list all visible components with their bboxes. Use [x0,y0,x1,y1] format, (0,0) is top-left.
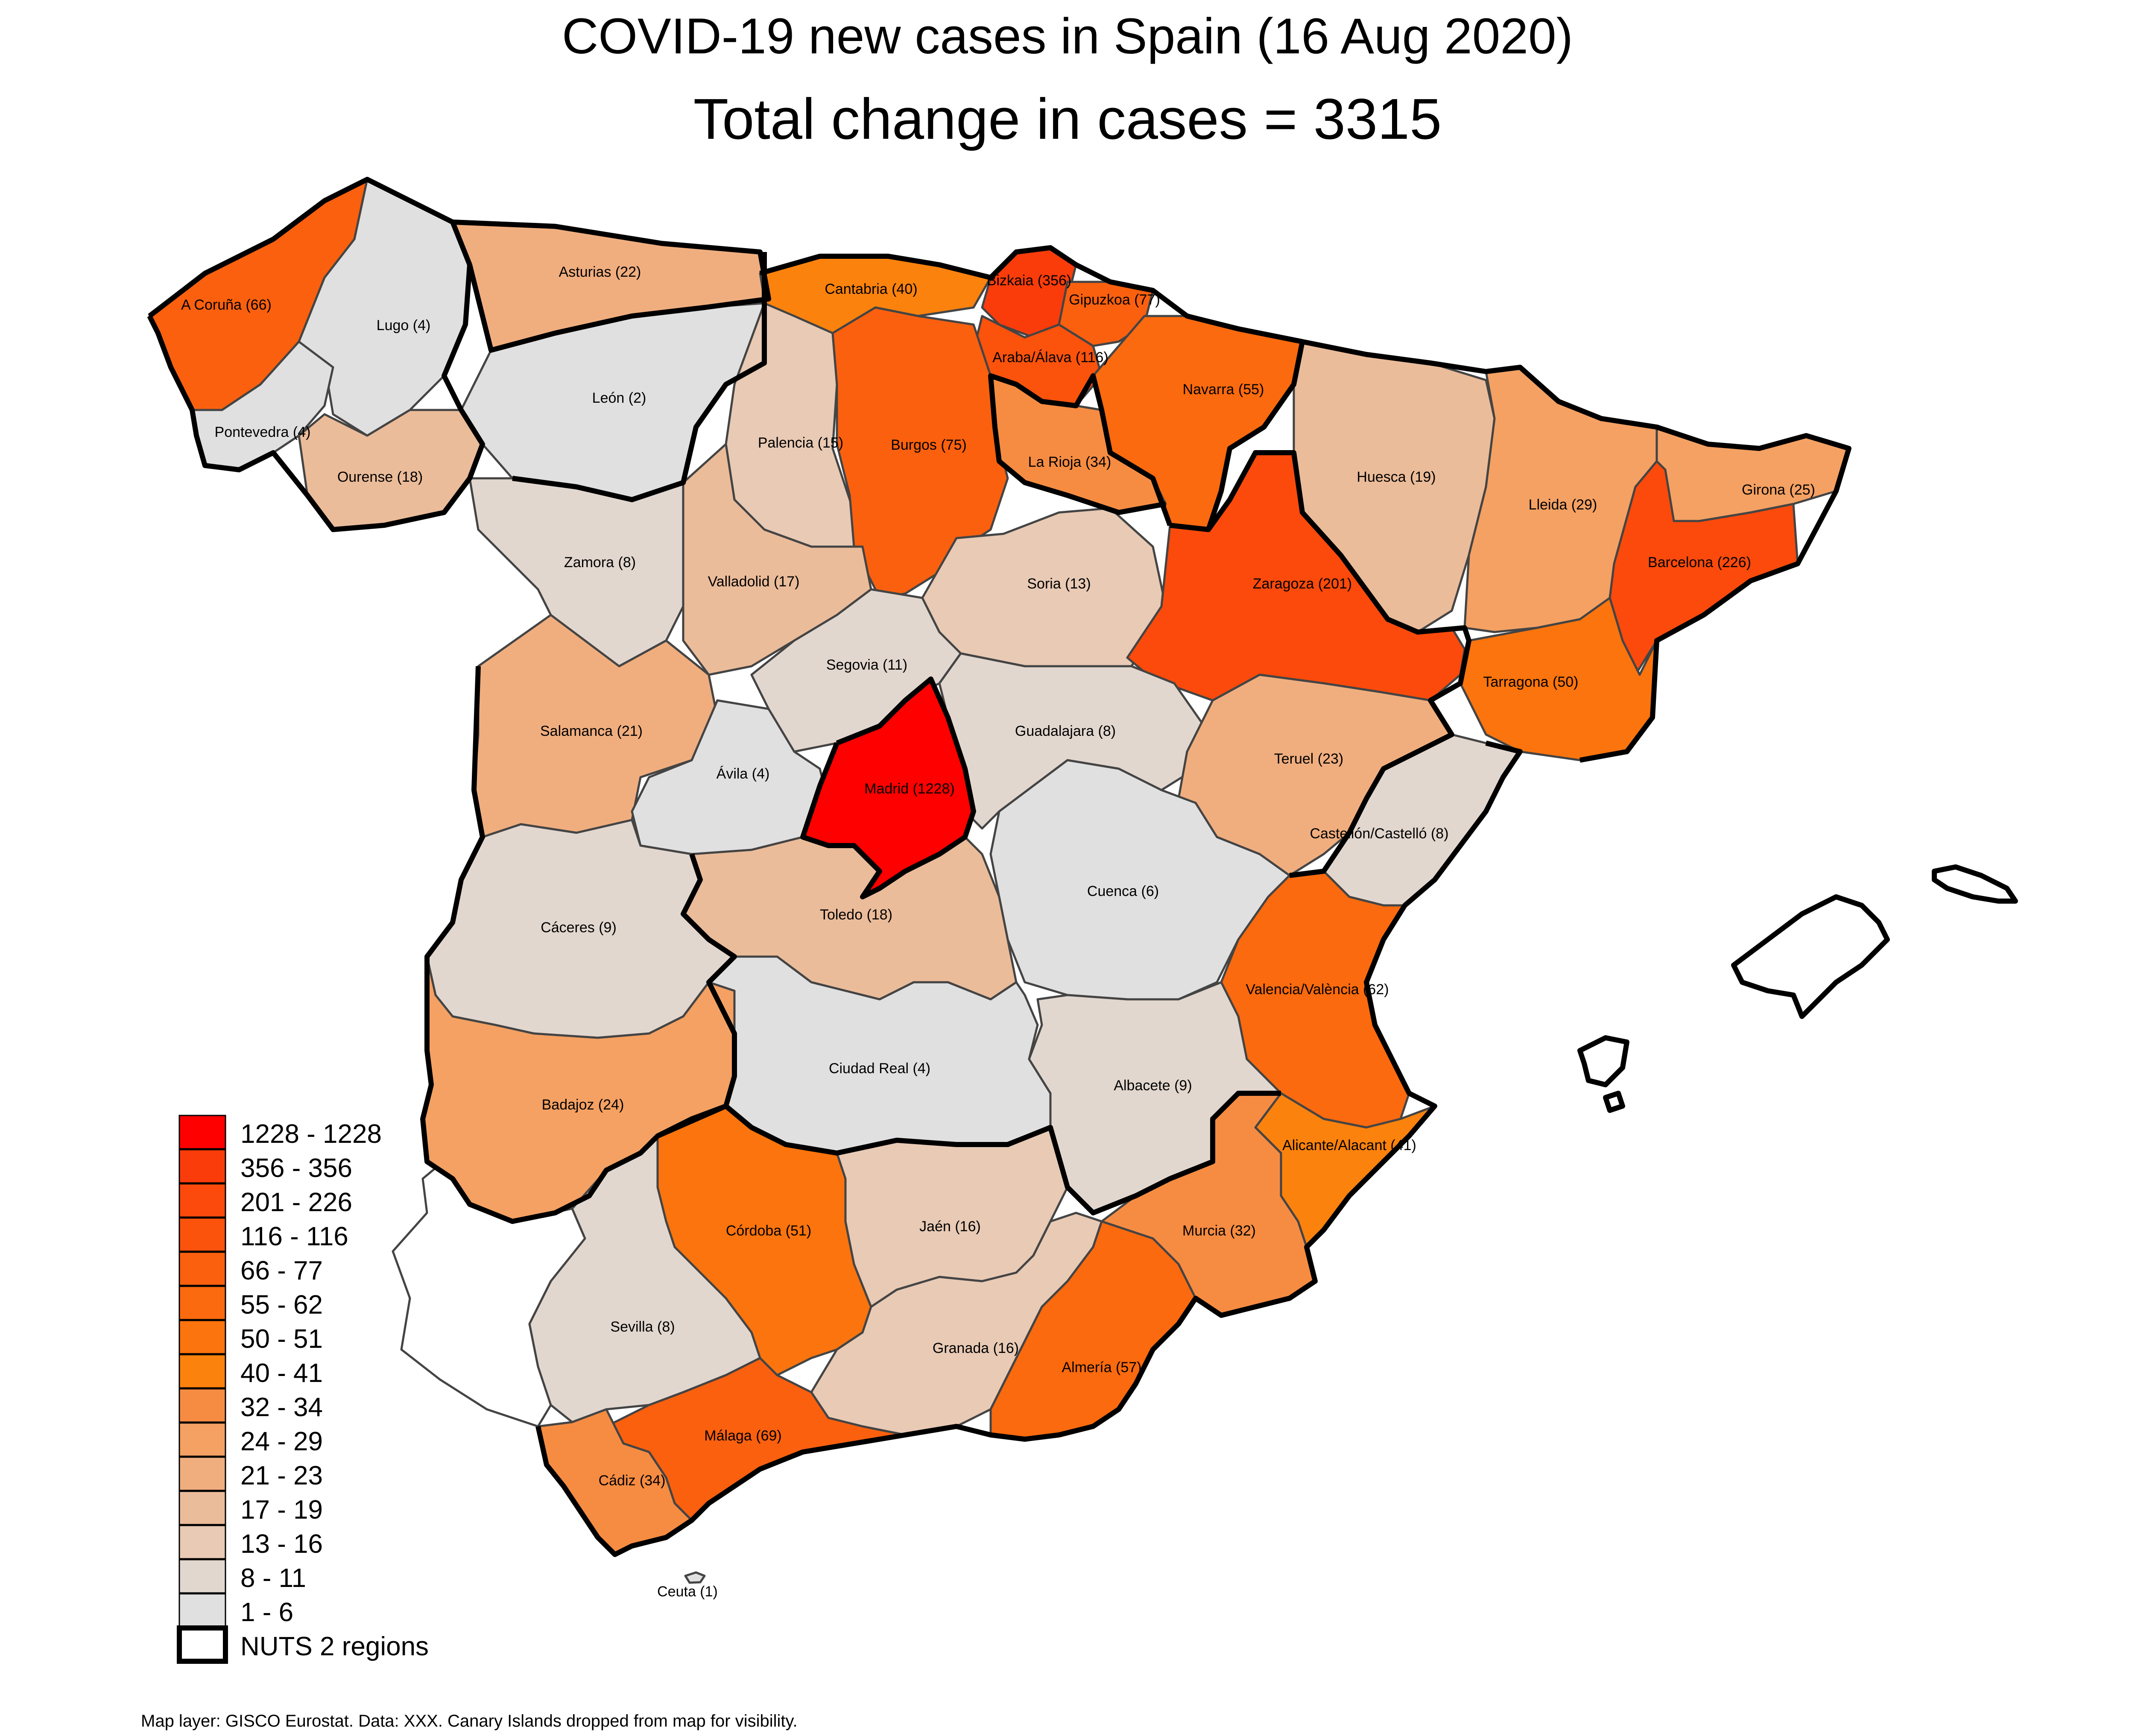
legend-swatch [178,1525,226,1560]
label-huesca: Huesca (19) [1357,469,1436,485]
label-cantabria: Cantabria (40) [825,281,917,297]
label-badajoz: Badajoz (24) [542,1097,624,1113]
legend-swatch [178,1183,226,1218]
legend: 1228 - 1228 356 - 356 201 - 226 116 - 116 66… [177,1115,429,1664]
label-araba: Araba/Álava (116) [992,349,1108,366]
legend-swatch [178,1217,226,1252]
legend-swatch [178,1422,226,1457]
legend-label: NUTS 2 regions [240,1632,429,1661]
legend-label: 32 - 34 [240,1393,323,1422]
map-subtitle: Total change in cases = 3315 [693,87,1442,151]
label-bizkaia: Bizkaia (356) [987,272,1071,289]
label-alicante: Alicante/Alacant (41) [1282,1137,1416,1153]
nuts2-boundaries [147,177,1851,1557]
label-toledo: Toledo (18) [820,907,892,923]
label-cadiz: Cádiz (34) [599,1473,666,1489]
label-castellon: Castellón/Castelló (8) [1310,826,1448,842]
legend-swatch [178,1285,226,1320]
legend-swatch [178,1559,226,1594]
label-a-coruna: A Coruña (66) [181,297,272,313]
legend-label: 17 - 19 [240,1495,323,1525]
balearic-islands [1577,864,2018,1113]
legend-swatch [178,1149,226,1184]
label-guadalajara: Guadalajara (8) [1015,723,1116,739]
label-murcia: Murcia (32) [1182,1223,1256,1239]
legend-label: 8 - 11 [240,1563,306,1593]
legend-swatch [178,1490,226,1525]
label-cuenca: Cuenca (6) [1087,883,1159,899]
label-segovia: Segovia (11) [826,657,907,673]
label-valencia: Valencia/València (62) [1246,981,1389,998]
legend-swatch [178,1593,226,1628]
label-lleida: Lleida (29) [1529,497,1597,513]
label-madrid: Madrid (1228) [864,781,955,797]
legend-label: 356 - 356 [240,1153,352,1183]
legend-swatch [178,1388,226,1423]
label-zamora: Zamora (8) [564,554,636,571]
label-pontevedra: Pontevedra (4) [215,424,311,440]
province-ceuta [684,1571,706,1584]
legend-swatch [178,1456,226,1491]
label-barcelona: Barcelona (226) [1648,554,1751,571]
label-ceuta: Ceuta (1) [657,1584,718,1600]
label-valladolid: Valladolid (17) [708,574,800,590]
legend-label: 21 - 23 [240,1461,323,1490]
label-navarra: Navarra (55) [1183,381,1264,398]
label-soria: Soria (13) [1027,576,1091,592]
map-source-note: Map layer: GISCO Eurostat. Data: XXX. Ca… [141,1712,798,1730]
legend-label: 24 - 29 [240,1427,323,1456]
legend-label: 55 - 62 [240,1290,323,1320]
label-burgos: Burgos (75) [891,437,967,453]
legend-label: 40 - 41 [240,1358,323,1388]
label-granada: Granada (16) [933,1340,1019,1356]
legend-swatch [178,1320,226,1355]
label-girona: Girona (25) [1742,482,1815,498]
legend-label: 66 - 77 [240,1256,323,1285]
province-shapes [148,178,1850,1584]
label-jaen: Jaén (16) [919,1218,981,1235]
label-ourense: Ourense (18) [337,469,423,485]
label-salamanca: Salamanca (21) [540,723,643,739]
label-la-rioja: La Rioja (34) [1028,454,1111,470]
label-malaga: Málaga (69) [704,1428,781,1444]
label-ciudad-real: Ciudad Real (4) [829,1060,930,1077]
label-sevilla: Sevilla (8) [610,1319,675,1335]
legend-label: 50 - 51 [240,1324,323,1354]
label-zaragoza: Zaragoza (201) [1253,576,1352,592]
label-tarragona: Tarragona (50) [1483,674,1578,690]
legend-label: 1228 - 1228 [240,1119,382,1149]
label-gipuzkoa: Gipuzkoa (77) [1069,292,1160,308]
legend-swatch [178,1354,226,1389]
label-avila: Ávila (4) [717,766,770,782]
label-caceres: Cáceres (9) [541,919,617,936]
province-labels: A Coruña (66) Lugo (4) Asturias (22) Can… [181,264,1815,1600]
label-cordoba: Córdoba (51) [726,1223,811,1239]
label-teruel: Teruel (23) [1274,751,1344,767]
legend-label: 13 - 16 [240,1529,323,1559]
label-asturias: Asturias (22) [559,264,641,280]
label-lugo: Lugo (4) [377,317,431,334]
legend-swatch [178,1115,226,1150]
legend-swatch [178,1251,226,1286]
legend-swatch [177,1625,228,1664]
label-palencia: Palencia (15) [758,435,843,451]
legend-label: 1 - 6 [240,1598,293,1627]
map-title: COVID-19 new cases in Spain (16 Aug 2020… [562,8,1573,64]
label-leon: León (2) [592,390,646,406]
label-albacete: Albacete (9) [1114,1077,1192,1094]
label-almeria: Almería (57) [1062,1359,1141,1376]
legend-label: 201 - 226 [240,1188,352,1217]
legend-label: 116 - 116 [240,1222,348,1251]
